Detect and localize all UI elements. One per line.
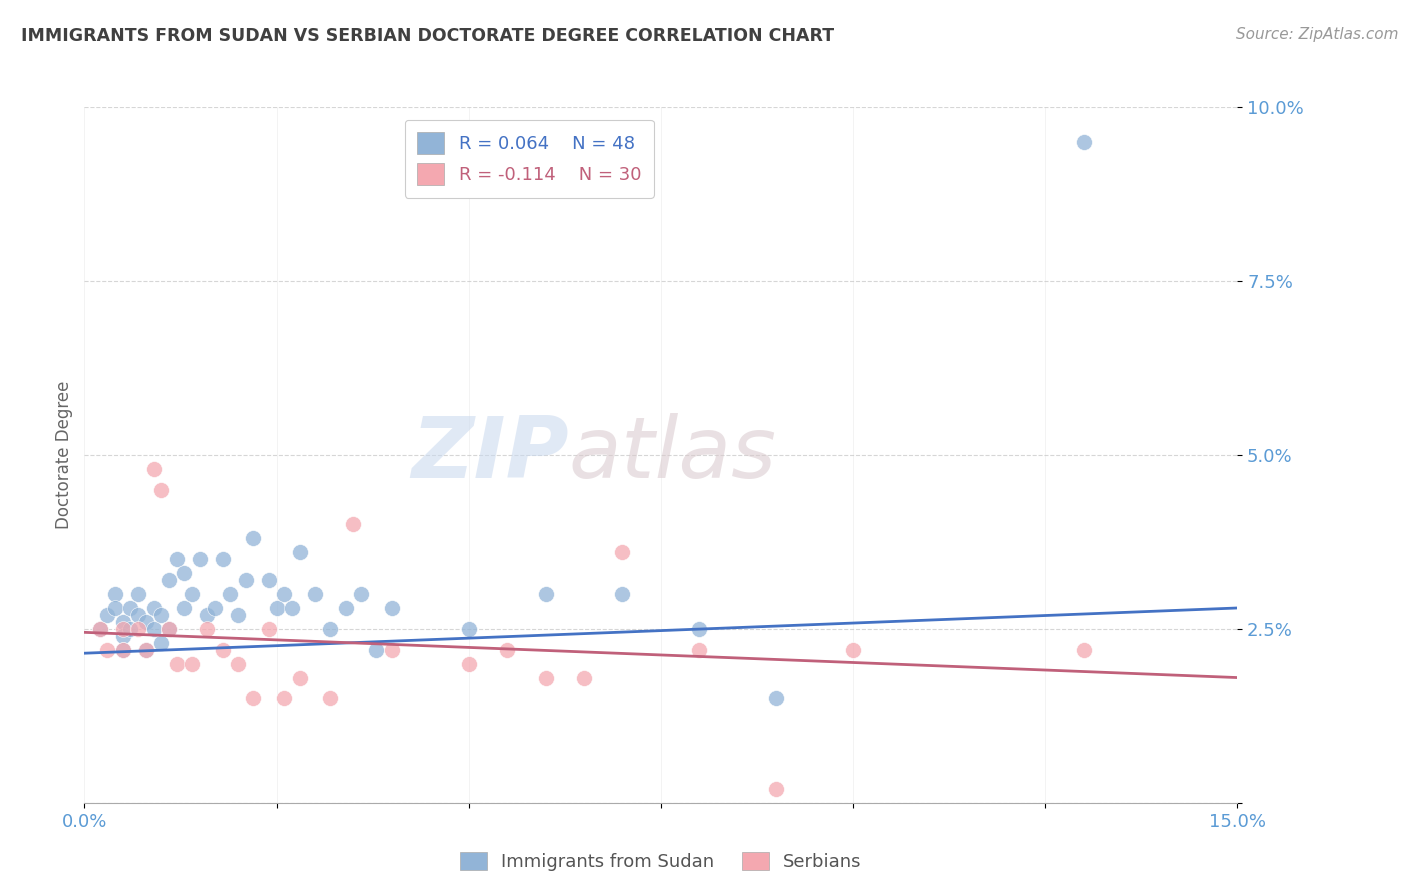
- Legend: R = 0.064    N = 48, R = -0.114    N = 30: R = 0.064 N = 48, R = -0.114 N = 30: [405, 120, 654, 198]
- Point: [142, 462, 165, 476]
- Point: [381, 601, 404, 615]
- Point: [204, 601, 226, 615]
- Point: [257, 573, 280, 587]
- Point: [381, 642, 404, 657]
- Point: [127, 587, 149, 601]
- Text: Source: ZipAtlas.com: Source: ZipAtlas.com: [1236, 27, 1399, 42]
- Point: [242, 532, 264, 546]
- Point: [157, 622, 180, 636]
- Point: [111, 615, 134, 629]
- Point: [281, 601, 304, 615]
- Legend: Immigrants from Sudan, Serbians: Immigrants from Sudan, Serbians: [453, 845, 869, 879]
- Point: [342, 517, 364, 532]
- Point: [173, 566, 195, 581]
- Text: IMMIGRANTS FROM SUDAN VS SERBIAN DOCTORATE DEGREE CORRELATION CHART: IMMIGRANTS FROM SUDAN VS SERBIAN DOCTORA…: [21, 27, 834, 45]
- Point: [89, 622, 111, 636]
- Point: [496, 642, 519, 657]
- Point: [104, 587, 127, 601]
- Point: [335, 601, 357, 615]
- Point: [120, 622, 142, 636]
- Point: [612, 545, 634, 559]
- Point: [150, 607, 173, 622]
- Point: [111, 629, 134, 643]
- Point: [127, 607, 149, 622]
- Point: [89, 622, 111, 636]
- Point: [173, 601, 195, 615]
- Point: [765, 781, 787, 796]
- Point: [273, 587, 295, 601]
- Point: [688, 642, 710, 657]
- Point: [242, 691, 264, 706]
- Point: [104, 601, 127, 615]
- Point: [96, 642, 118, 657]
- Point: [157, 573, 180, 587]
- Point: [166, 657, 188, 671]
- Point: [166, 552, 188, 566]
- Point: [211, 552, 233, 566]
- Point: [135, 642, 157, 657]
- Point: [181, 587, 204, 601]
- Point: [226, 607, 249, 622]
- Point: [142, 601, 165, 615]
- Point: [1073, 642, 1095, 657]
- Point: [111, 642, 134, 657]
- Point: [842, 642, 865, 657]
- Point: [96, 607, 118, 622]
- Point: [366, 642, 388, 657]
- Point: [765, 691, 787, 706]
- Point: [457, 622, 479, 636]
- Point: [157, 622, 180, 636]
- Point: [219, 587, 242, 601]
- Point: [319, 622, 342, 636]
- Point: [111, 622, 134, 636]
- Point: [273, 691, 295, 706]
- Point: [195, 607, 218, 622]
- Point: [288, 545, 311, 559]
- Text: atlas: atlas: [568, 413, 776, 497]
- Point: [181, 657, 204, 671]
- Point: [188, 552, 211, 566]
- Point: [120, 601, 142, 615]
- Point: [111, 642, 134, 657]
- Point: [195, 622, 218, 636]
- Point: [150, 483, 173, 497]
- Point: [142, 622, 165, 636]
- Point: [288, 671, 311, 685]
- Point: [235, 573, 257, 587]
- Point: [150, 636, 173, 650]
- Point: [135, 642, 157, 657]
- Text: ZIP: ZIP: [411, 413, 568, 497]
- Point: [572, 671, 595, 685]
- Point: [135, 615, 157, 629]
- Point: [257, 622, 280, 636]
- Point: [457, 657, 479, 671]
- Point: [319, 691, 342, 706]
- Point: [534, 671, 557, 685]
- Point: [226, 657, 249, 671]
- Point: [688, 622, 710, 636]
- Y-axis label: Doctorate Degree: Doctorate Degree: [55, 381, 73, 529]
- Point: [266, 601, 288, 615]
- Point: [127, 622, 149, 636]
- Point: [350, 587, 373, 601]
- Point: [612, 587, 634, 601]
- Point: [304, 587, 326, 601]
- Point: [1073, 135, 1095, 149]
- Point: [534, 587, 557, 601]
- Point: [211, 642, 233, 657]
